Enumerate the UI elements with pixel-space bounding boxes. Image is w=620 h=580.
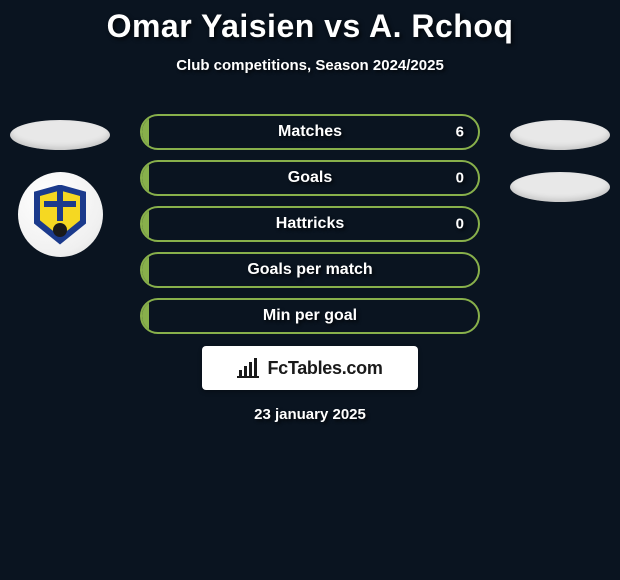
stat-right-value: 0 — [456, 216, 464, 233]
stat-label: Matches — [278, 123, 342, 141]
stat-row-hattricks: Hattricks 0 — [140, 206, 480, 242]
stat-label: Min per goal — [263, 307, 357, 325]
stat-row-goals-per-match: Goals per match — [140, 252, 480, 288]
stat-row-matches: Matches 6 — [140, 114, 480, 150]
branding-box[interactable]: FcTables.com — [202, 346, 418, 390]
bar-chart-icon — [237, 358, 261, 378]
page-title: Omar Yaisien vs A. Rchoq — [0, 0, 620, 45]
stat-right-value: 6 — [456, 124, 464, 141]
stat-row-min-per-goal: Min per goal — [140, 298, 480, 334]
stat-label: Hattricks — [276, 215, 344, 233]
stat-row-goals: Goals 0 — [140, 160, 480, 196]
stat-label: Goals per match — [247, 261, 372, 279]
stats-area: Matches 6 Goals 0 Hattricks 0 — [0, 114, 620, 334]
page-subtitle: Club competitions, Season 2024/2025 — [0, 57, 620, 74]
stat-label: Goals — [288, 169, 332, 187]
stat-right-value: 0 — [456, 170, 464, 187]
footer-date: 23 january 2025 — [0, 406, 620, 423]
comparison-card: Omar Yaisien vs A. Rchoq Club competitio… — [0, 0, 620, 580]
branding-text: FcTables.com — [267, 358, 382, 379]
